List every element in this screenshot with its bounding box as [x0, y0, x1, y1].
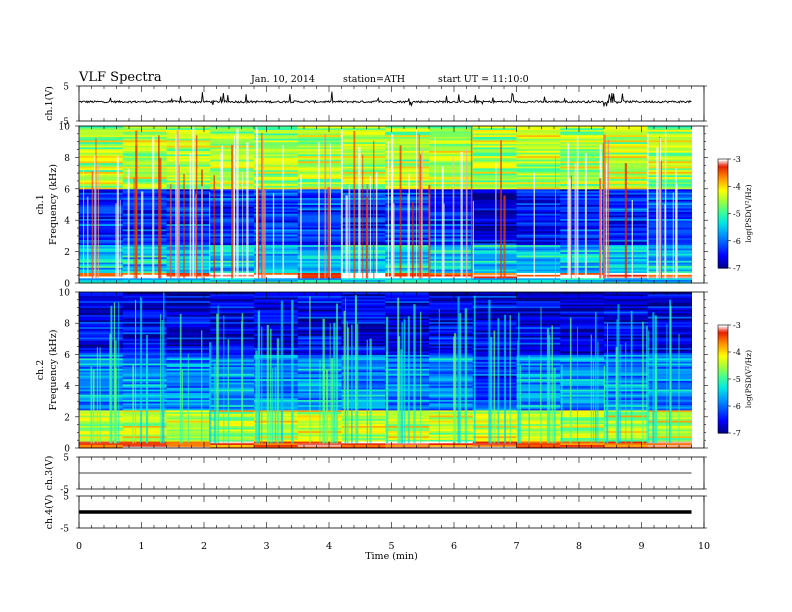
- chart-title: VLF Spectra: [79, 70, 162, 85]
- ch2s-colorbar: -3 -4 -5 -6 -7 log(PSD(V²/Hz): [717, 321, 753, 438]
- ch1s-colorbar-tick-label: -3: [733, 155, 741, 164]
- ch1s-panel: 0 2 4 6 8 10 ch.1 Frequency (kHz) -3 -4 -5 -6 -7 log(…: [35, 123, 753, 290]
- x-axis-label: Time (min): [365, 551, 418, 562]
- ch1s-colorbar-tick-label: -6: [733, 237, 741, 246]
- ch2s-ytick-label: 4: [64, 382, 70, 392]
- ch2s-colorbar-tick-label: -4: [733, 348, 741, 357]
- ch2s-ytick-label: 6: [64, 351, 70, 361]
- x-tick-label: 10: [698, 541, 710, 552]
- chart-station: station=ATH: [343, 74, 405, 85]
- x-tick-label: 5: [388, 541, 394, 552]
- x-tick-label: 9: [638, 541, 644, 552]
- ch3-ylabel: ch.3(V): [44, 456, 55, 491]
- ch1s-colorbar: -3 -4 -5 -6 -7 log(PSD(V²/Hz): [717, 155, 753, 273]
- ch1s-ytick-label: 0: [64, 280, 70, 290]
- ch1-panel: -5 5 ch.1(V): [44, 83, 707, 128]
- x-tick-label: 2: [201, 541, 207, 552]
- ch2s-ytick-label: 0: [64, 445, 70, 455]
- ch1s-ytick-label: 2: [64, 248, 70, 258]
- ch2s-colorbar-tick-label: -3: [733, 321, 741, 330]
- ch1s-ytick-label: 4: [64, 217, 70, 227]
- x-axis: 0 1 2 3 4 5 6 7 8 9 10 Time (min): [76, 541, 710, 562]
- ch1-ytick-label: -5: [60, 118, 69, 128]
- ch1s-colorbar-label: log(PSD(V²/Hz): [744, 184, 753, 242]
- x-tick-label: 7: [513, 541, 519, 552]
- x-tick-label: 0: [76, 541, 82, 552]
- ch1s-ylabel: Frequency (kHz): [48, 164, 59, 245]
- x-tick-label: 1: [138, 541, 144, 552]
- x-tick-label: 4: [326, 541, 332, 552]
- ch2s-colorbar-tick-label: -6: [733, 402, 741, 411]
- ch1s-colorbar-tick-label: -5: [733, 210, 741, 219]
- ch2s-spectrogram-image: [79, 292, 692, 449]
- x-tick-label: 6: [451, 541, 457, 552]
- ch1s-ytick-label: 8: [64, 154, 70, 164]
- ch3-ytick-label: -5: [60, 486, 69, 496]
- ch2s-panel: 0 2 4 6 8 10 ch.2 Frequency (kHz) -3 -4 -5 -6 -7 log(…: [35, 289, 753, 455]
- ch4-ytick-label: 5: [63, 493, 69, 503]
- ch1s-channel-label: ch.1: [35, 194, 46, 215]
- x-tick-label: 3: [263, 541, 269, 552]
- ch1-ylabel: ch.1(V): [44, 86, 55, 121]
- ch1-ytick-label: 5: [63, 83, 69, 93]
- ch2s-ytick-label: 2: [64, 413, 70, 423]
- ch2s-colorbar-tick-label: -7: [733, 429, 741, 438]
- ch4-ylabel: ch.4(V): [44, 495, 55, 530]
- ch3-panel: -5 5 ch.3(V): [44, 454, 707, 496]
- ch4-panel: -5 5 ch.4(V): [44, 493, 707, 535]
- ch2s-colorbar-label: log(PSD(V²/Hz): [744, 350, 753, 408]
- ch2s-colorbar-tick-label: -5: [733, 375, 741, 384]
- ch1s-ytick-label: 10: [59, 123, 71, 133]
- ch1s-ytick-label: 6: [64, 185, 70, 195]
- ch2s-channel-label: ch.2: [35, 360, 46, 381]
- ch1s-colorbar-tick-label: -4: [733, 182, 741, 191]
- ch2s-ytick-label: 8: [64, 320, 70, 330]
- chart-date: Jan. 10, 2014: [251, 74, 315, 85]
- ch1s-spectrogram-image: [79, 126, 692, 284]
- ch2s-ytick-label: 10: [59, 289, 71, 299]
- ch1-waveform-line: [78, 91, 692, 108]
- chart-start-time: start UT = 11:10:0: [438, 74, 529, 85]
- ch3-ytick-label: 5: [63, 454, 69, 464]
- ch1s-colorbar-tick-label: -7: [733, 264, 741, 273]
- ch4-ytick-label: -5: [60, 525, 69, 535]
- ch2s-ylabel: Frequency (kHz): [48, 330, 59, 411]
- x-tick-label: 8: [576, 541, 582, 552]
